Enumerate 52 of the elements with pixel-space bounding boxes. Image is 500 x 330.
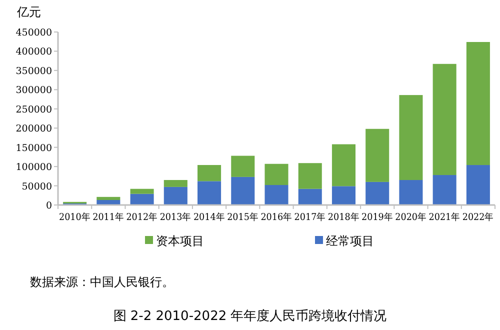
x-tick-label: 2011年: [92, 211, 127, 223]
bar: [399, 95, 423, 180]
x-tick-label: 2010年: [59, 211, 94, 223]
source-note: 数据来源：中国人民银行。: [30, 275, 174, 289]
bar: [399, 180, 423, 205]
bar: [96, 196, 120, 200]
bar: [231, 156, 255, 177]
bar: [264, 164, 288, 186]
x-tick-label: 2018年: [328, 211, 362, 223]
y-tick-label: 300000: [16, 85, 52, 96]
bar: [298, 188, 322, 205]
bar: [332, 144, 356, 186]
bar: [432, 64, 456, 176]
bar: [332, 186, 356, 205]
x-tick-label: 2013年: [160, 211, 194, 223]
y-tick-label: 50000: [22, 181, 52, 192]
legend-label: 资本项目: [156, 234, 204, 248]
y-tick-label: 200000: [16, 124, 52, 135]
x-tick-label: 2020年: [395, 211, 430, 223]
bar: [198, 181, 222, 205]
bar: [164, 186, 188, 205]
x-tick-label: 2014年: [193, 211, 228, 223]
bar: [264, 185, 288, 205]
y-axis-title: 亿元: [16, 5, 41, 19]
bar: [130, 194, 154, 205]
x-tick-label: 2022年: [462, 211, 497, 223]
bar: [298, 163, 322, 189]
bar: [466, 165, 490, 205]
bar: [466, 42, 490, 166]
y-tick-label: 350000: [16, 66, 52, 77]
bar: [366, 128, 390, 182]
bar: [366, 182, 390, 205]
bar: [130, 188, 154, 194]
bar: [432, 175, 456, 205]
x-tick-label: 2019年: [362, 211, 396, 223]
x-tick-label: 2015年: [227, 211, 262, 223]
y-tick-label: 450000: [16, 28, 52, 38]
legend-label: 经常项目: [326, 234, 374, 248]
bar: [198, 165, 222, 182]
x-tick-label: 2017年: [294, 211, 328, 223]
y-tick-label: 0: [46, 200, 52, 212]
y-tick-label: 100000: [16, 162, 52, 174]
y-tick-label: 250000: [16, 104, 52, 116]
x-tick-label: 2012年: [126, 211, 160, 223]
y-tick-label: 400000: [16, 46, 52, 58]
text: 图 2-2 2010-2022 年年度人民币跨境收付情况: [113, 308, 387, 324]
y-tick-label: 150000: [16, 142, 52, 154]
bar: [96, 200, 120, 205]
bar: [231, 176, 255, 205]
bar: [164, 180, 188, 187]
x-tick-label: 2016年: [260, 211, 295, 223]
x-tick-label: 2021年: [428, 211, 463, 223]
